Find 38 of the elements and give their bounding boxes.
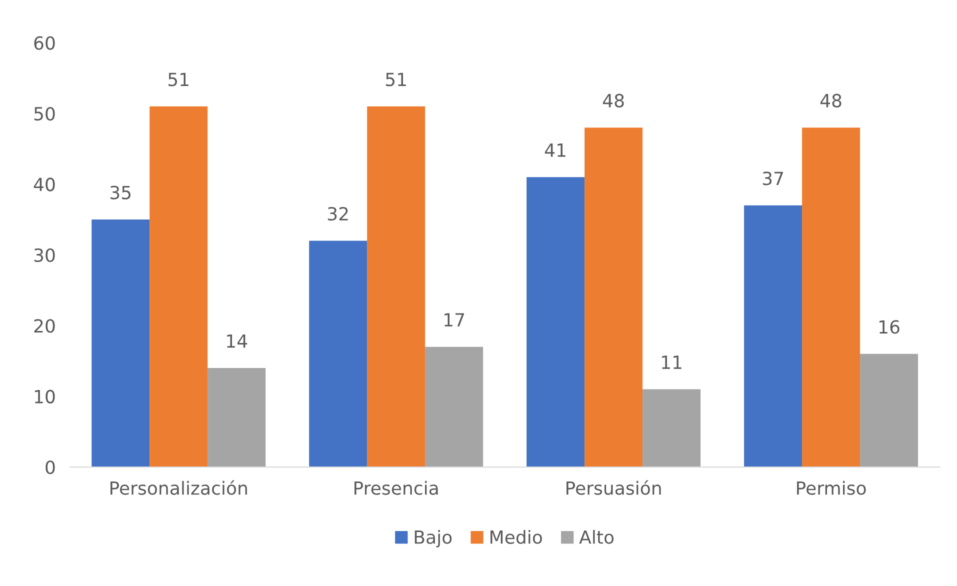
y-tick-label: 40 [34, 178, 55, 192]
bar [642, 389, 701, 468]
x-tick-label: Personalización [110, 480, 247, 495]
y-tick-label: 0 [46, 460, 55, 474]
bar [367, 106, 426, 468]
bar [425, 346, 484, 468]
data-label: 14 [227, 334, 248, 348]
x-tick-label: Permiso [797, 480, 866, 495]
bar [526, 177, 585, 468]
data-label: 48 [820, 94, 842, 108]
data-label: 48 [602, 94, 624, 108]
bar [802, 128, 860, 468]
y-tick-label: 60 [34, 36, 55, 50]
data-label: 51 [168, 72, 188, 86]
data-label: 35 [110, 186, 131, 200]
bar [92, 220, 150, 468]
data-label: 32 [328, 206, 348, 221]
data-label: 41 [544, 144, 566, 157]
data-label: 11 [662, 356, 682, 369]
x-tick-label: Persuasión [566, 480, 661, 495]
data-label: 17 [444, 313, 464, 326]
y-tick-label: 20 [34, 319, 55, 333]
y-tick-label: 30 [34, 248, 55, 262]
bar [208, 368, 266, 468]
bar [584, 128, 643, 468]
legend-label: Alto [579, 530, 614, 544]
data-label: 37 [762, 172, 783, 186]
y-tick-label: 50 [34, 106, 55, 121]
bar [150, 106, 208, 468]
data-label: 16 [880, 320, 900, 334]
legend-label: Bajo [414, 530, 452, 548]
bar [860, 354, 918, 468]
x-tick-label: Presencia [354, 480, 438, 495]
legend-label: Medio [490, 530, 542, 544]
bar [744, 205, 802, 468]
data-label: 51 [386, 72, 406, 86]
y-tick-label: 10 [34, 390, 55, 404]
bar [309, 240, 368, 468]
